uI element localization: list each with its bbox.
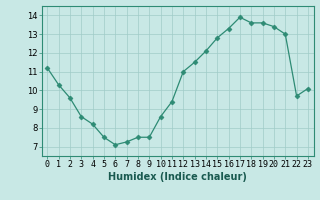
X-axis label: Humidex (Indice chaleur): Humidex (Indice chaleur) bbox=[108, 172, 247, 182]
